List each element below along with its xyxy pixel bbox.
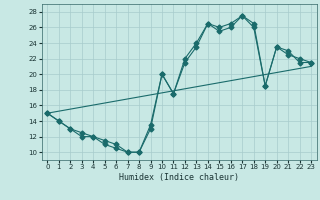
X-axis label: Humidex (Indice chaleur): Humidex (Indice chaleur): [119, 173, 239, 182]
